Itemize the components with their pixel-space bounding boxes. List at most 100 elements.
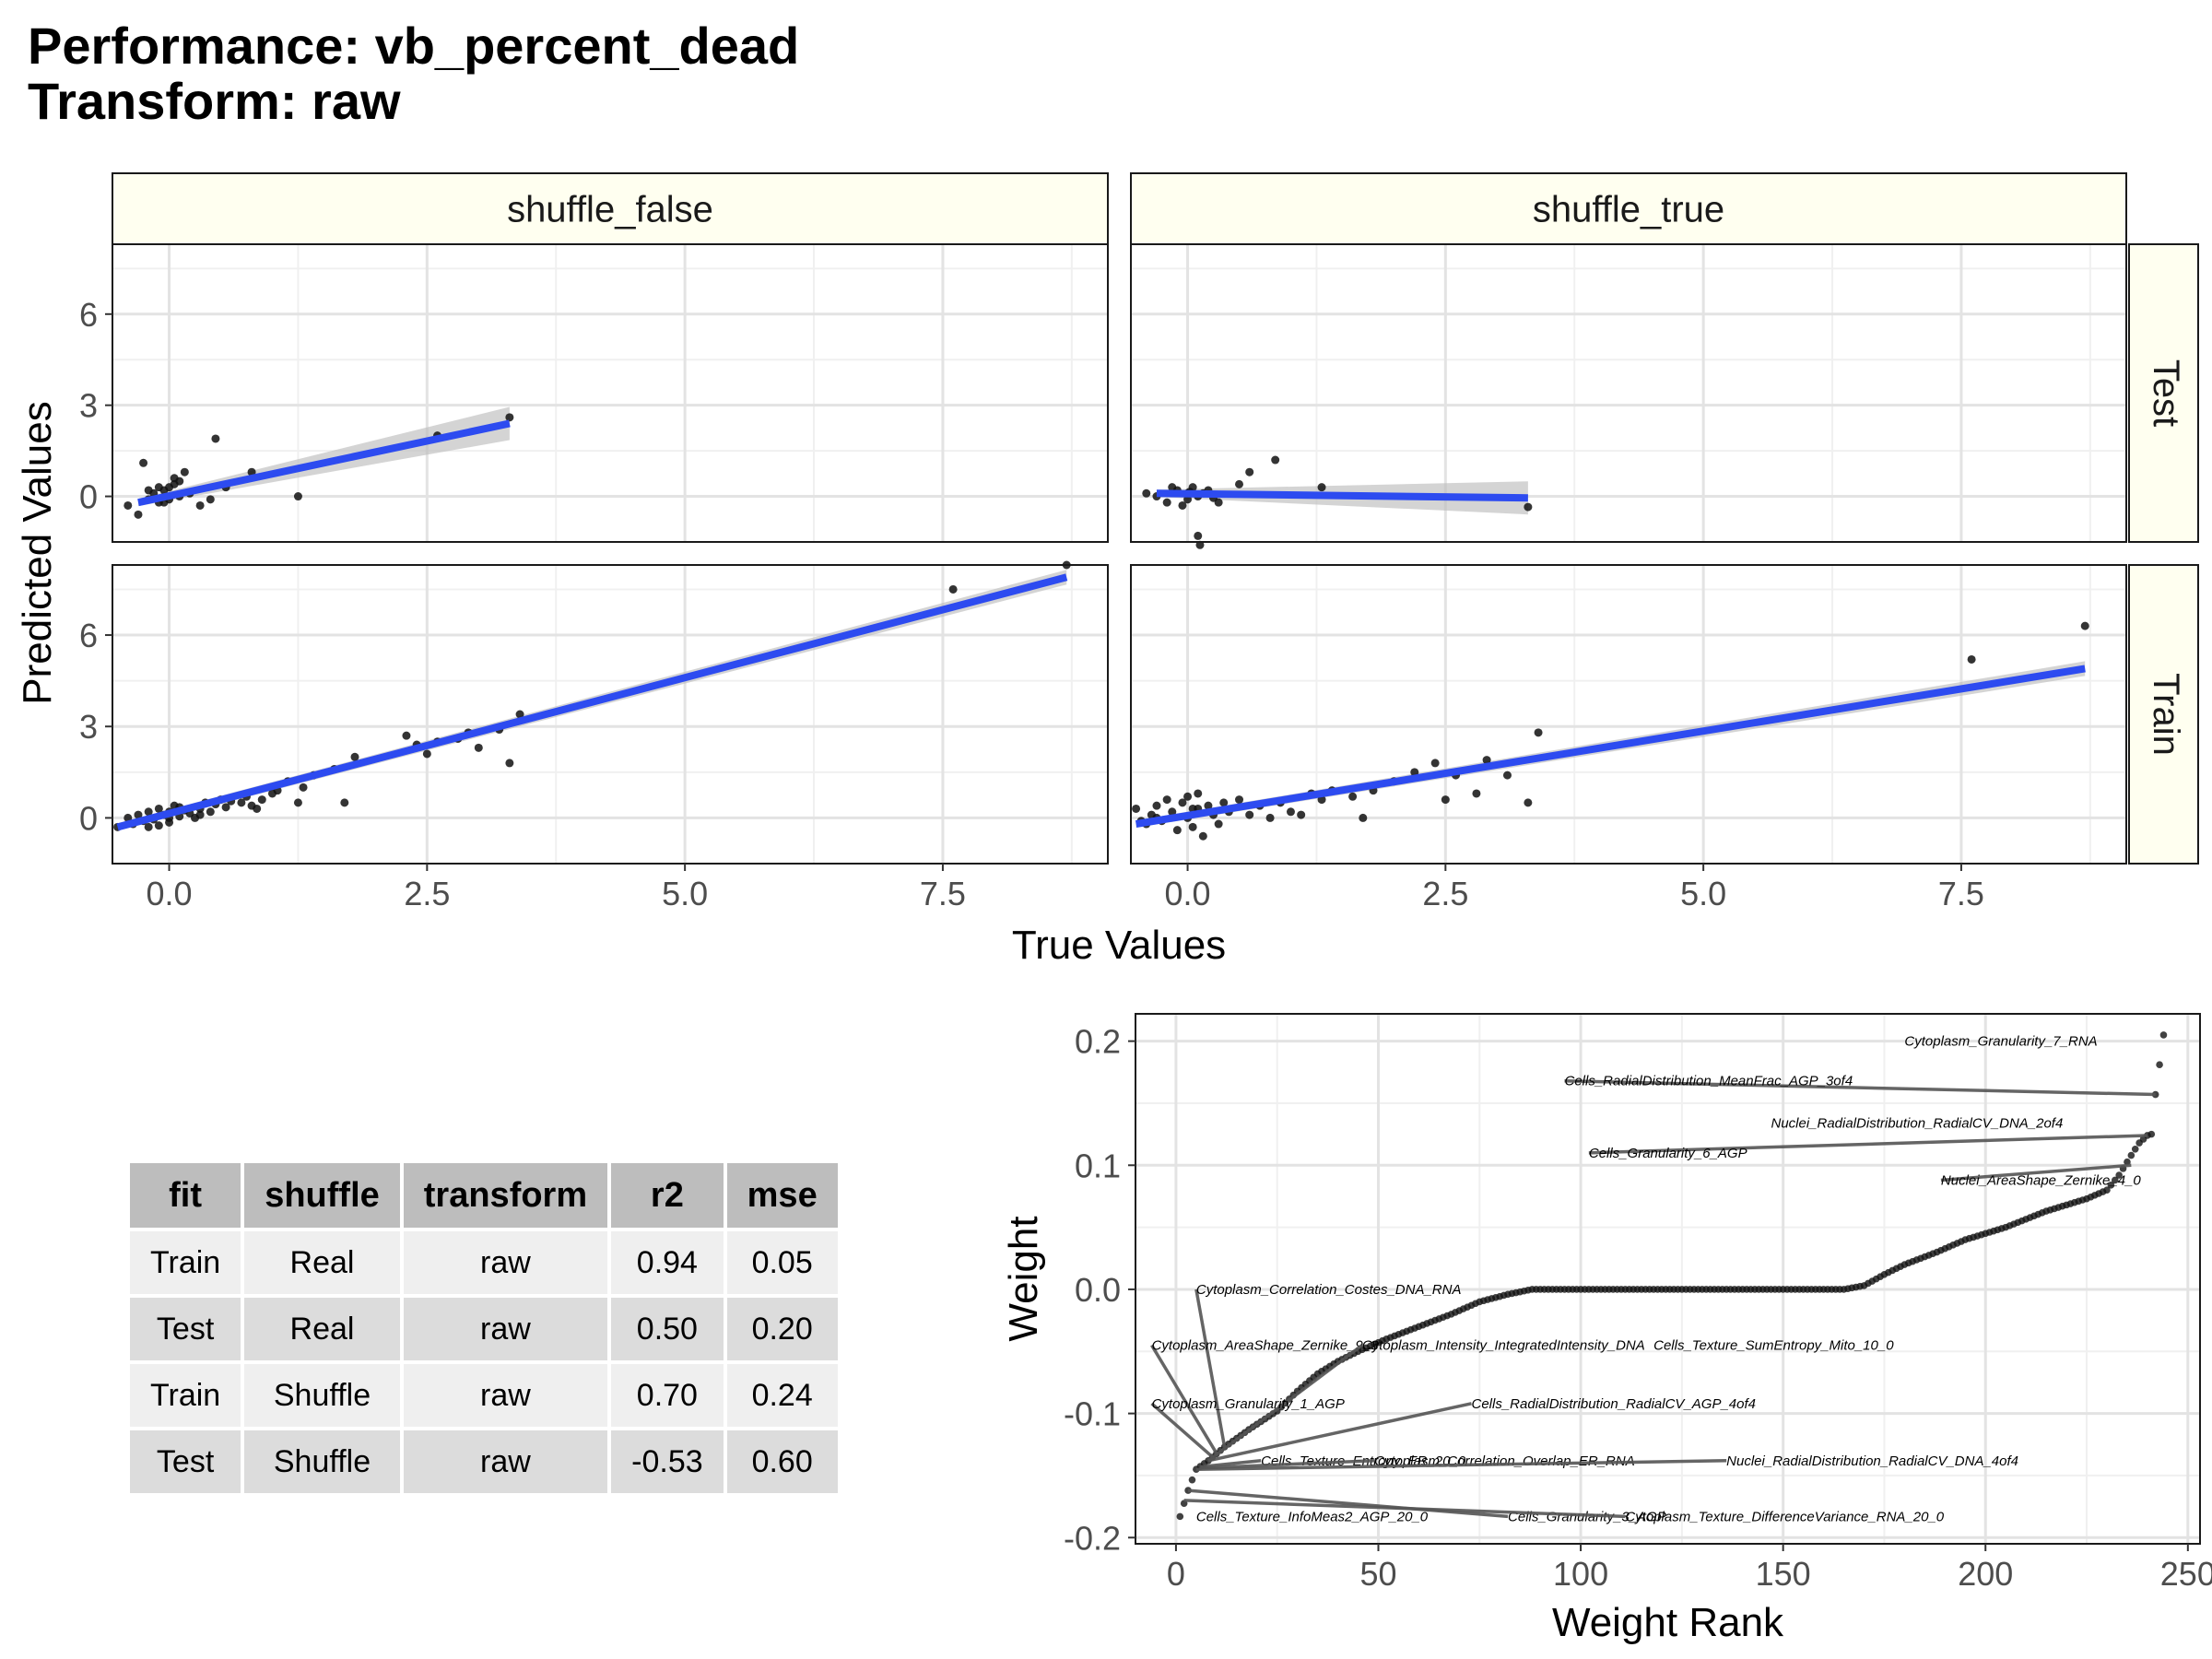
data-point	[253, 804, 262, 813]
weight-point	[2099, 1188, 2107, 1195]
weight-point	[1909, 1257, 1916, 1265]
weight-point	[1176, 1512, 1184, 1521]
weight-point	[1298, 1383, 1305, 1392]
data-point	[1534, 728, 1543, 737]
weight-point	[1961, 1236, 1970, 1243]
panel-border	[1130, 564, 2127, 865]
weight-point	[2026, 1214, 2034, 1221]
weight-point	[1694, 1286, 1702, 1293]
weight-point	[1699, 1286, 1706, 1293]
data-point	[1410, 768, 1419, 777]
data-point	[515, 710, 524, 719]
data-point	[206, 495, 215, 504]
weight-point	[1205, 1456, 1212, 1465]
panel-border	[112, 564, 1109, 865]
weight-point	[2127, 1151, 2136, 1159]
weight-point	[1775, 1286, 1783, 1293]
weight-point	[1545, 1286, 1552, 1293]
weight-point	[1585, 1286, 1593, 1293]
data-point	[1297, 810, 1306, 819]
weight-point	[1856, 1282, 1864, 1290]
data-point	[1162, 498, 1171, 507]
data-point	[1524, 798, 1533, 807]
weight-point	[1452, 1309, 1459, 1316]
weight-point	[1411, 1324, 1418, 1332]
data-point	[1348, 792, 1358, 801]
weight-point	[1524, 1287, 1532, 1294]
table-header-shuffle: shuffle	[244, 1163, 400, 1228]
weight-point	[1824, 1286, 1831, 1293]
facet-strip-label-shuffle_true: shuffle_true	[1533, 190, 1724, 230]
table-row: Test Shuffle raw -0.53 0.60	[130, 1430, 838, 1493]
feature-label: Nuclei_RadialDistribution_RadialCV_DNA_2…	[1771, 1116, 2063, 1132]
weight-point	[1743, 1286, 1750, 1293]
y-tick-label: 6	[79, 617, 98, 654]
weight-point	[1208, 1453, 1217, 1461]
weight-point	[1678, 1286, 1686, 1293]
weight-point	[1193, 1465, 1200, 1474]
data-point	[1162, 795, 1171, 805]
weight-point	[1257, 1418, 1265, 1426]
table-cell-r2: 0.70	[611, 1364, 724, 1427]
table-cell-r2: 0.50	[611, 1298, 724, 1360]
weight-point	[1630, 1286, 1637, 1293]
table-cell-fit: Test	[130, 1430, 241, 1493]
data-point	[1198, 831, 1207, 841]
data-point	[154, 821, 163, 830]
feature-label: Nuclei_AreaShape_Zernike_4_0	[1941, 1172, 2141, 1188]
weight-point	[1496, 1292, 1504, 1300]
weight-point	[2144, 1132, 2151, 1139]
weight-point	[1459, 1305, 1467, 1312]
weight-point	[1359, 1346, 1366, 1354]
feature-label: Nuclei_RadialDistribution_RadialCV_DNA_4…	[1726, 1453, 2018, 1469]
weight-point	[2151, 1090, 2159, 1099]
weight-point	[2046, 1206, 2054, 1214]
data-point	[1183, 792, 1193, 801]
weight-point	[1386, 1334, 1394, 1341]
weight-point	[1613, 1286, 1621, 1293]
data-point	[1178, 798, 1187, 807]
weight-point	[2042, 1207, 2050, 1215]
weight-point	[2124, 1158, 2131, 1166]
weight-point	[1738, 1286, 1747, 1293]
data-point	[1286, 807, 1295, 817]
weight-point	[1217, 1446, 1225, 1454]
weight-point	[1994, 1226, 2002, 1234]
weight-point	[1427, 1318, 1435, 1326]
weight-point	[1301, 1381, 1310, 1388]
weight-point	[1941, 1244, 1949, 1253]
weight-point	[1394, 1330, 1403, 1338]
data-point	[124, 500, 133, 510]
data-point	[350, 752, 359, 761]
feature-label: Cells_RadialDistribution_MeanFrac_AGP_3o…	[1565, 1074, 1853, 1089]
table-cell-shuffle: Shuffle	[244, 1364, 400, 1427]
y-tick-label: 0.2	[1075, 1023, 1121, 1061]
facet-strip-shuffle_true	[1130, 172, 2127, 245]
data-point	[1245, 467, 1254, 477]
weight-point	[2054, 1204, 2063, 1211]
weight-point	[1516, 1288, 1524, 1296]
data-point	[170, 474, 179, 483]
panel-border	[1130, 243, 2127, 543]
weight-point	[1406, 1325, 1415, 1334]
weight-point	[1350, 1349, 1358, 1358]
weight-point	[1816, 1286, 1823, 1293]
x-tick-label: 2.5	[1422, 875, 1468, 912]
weight-point	[1508, 1289, 1516, 1298]
weight-point	[1354, 1347, 1362, 1356]
label-leader-line	[1206, 1344, 1363, 1463]
weight-point	[1807, 1286, 1816, 1293]
weight-point	[1949, 1241, 1957, 1249]
weight-point	[1958, 1238, 1965, 1245]
label-leader-line	[1200, 1459, 1375, 1470]
weight-point	[1658, 1286, 1665, 1293]
label-leader-line	[1187, 1488, 1509, 1519]
weight-point	[1978, 1230, 1985, 1239]
y-tick-label: -0.1	[1064, 1395, 1121, 1433]
weight-point	[2136, 1139, 2143, 1147]
x-tick-label: 0	[1167, 1555, 1185, 1593]
weight-point	[2147, 1130, 2156, 1138]
weight-point	[1747, 1286, 1755, 1293]
weight-point	[1322, 1365, 1330, 1372]
weight-point	[1844, 1285, 1852, 1292]
